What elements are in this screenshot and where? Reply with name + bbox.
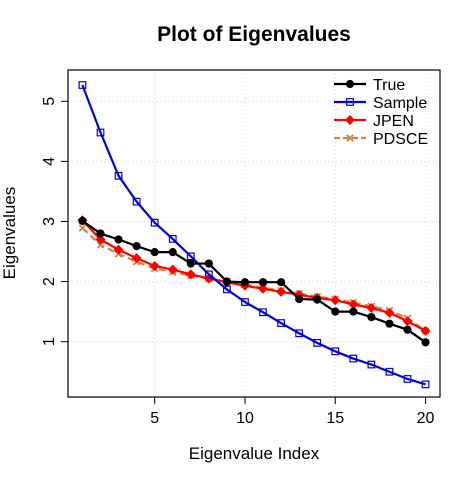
data-point-true (114, 235, 123, 244)
data-point-jpen (113, 244, 124, 255)
data-point-true (168, 248, 177, 257)
legend-item-sample: Sample (334, 95, 427, 112)
data-point-jpen (420, 325, 431, 336)
data-point-sample (168, 235, 177, 243)
legend-marker-true (345, 79, 355, 89)
x-tick-label: 5 (150, 410, 159, 427)
data-point-true (313, 295, 322, 304)
x-axis-label: Eigenvalue Index (189, 444, 320, 463)
data-point-jpen (330, 295, 341, 306)
data-point-jpen (384, 307, 395, 318)
series-line-true (81, 219, 427, 344)
legend-marker-jpen (344, 114, 356, 126)
data-point-true (96, 229, 105, 238)
data-point-sample (204, 270, 213, 279)
chart-title: Plot of Eigenvalues (157, 23, 351, 46)
data-point-sample (421, 380, 430, 389)
data-point-true (240, 278, 250, 287)
data-point-jpen (348, 299, 359, 310)
data-point-sample (331, 347, 340, 356)
y-axis-label: Eigenvalues (0, 187, 19, 280)
data-point-sample (313, 339, 322, 347)
data-point-sample (114, 171, 123, 180)
legend-item-pdsce: PDSCE (334, 131, 428, 148)
data-point-sample (349, 354, 358, 363)
data-point-true (421, 338, 430, 347)
data-point-true (78, 216, 87, 225)
legend-label-pdsce: PDSCE (373, 131, 428, 148)
series-jpen (77, 215, 431, 336)
x-tick-label: 20 (417, 410, 435, 427)
data-point-true (222, 277, 232, 286)
data-point-true (385, 319, 394, 328)
y-tick-label: 1 (41, 337, 58, 346)
y-tick-label: 3 (41, 217, 58, 226)
data-point-sample (403, 375, 412, 383)
plot-area-frame (67, 69, 441, 398)
data-point-sample (259, 308, 267, 317)
data-point-sample (241, 298, 249, 306)
data-point-true (258, 278, 268, 287)
legend-label-sample: Sample (373, 95, 427, 112)
data-point-true (367, 312, 376, 322)
data-point-jpen (167, 264, 178, 275)
data-point-pdsce (96, 241, 105, 249)
legend-marker-pdsce (346, 134, 354, 142)
legend-label-true: True (373, 77, 405, 94)
data-point-sample (150, 218, 159, 227)
series-layer (77, 81, 431, 389)
data-point-true (331, 307, 340, 316)
data-point-sample (96, 128, 105, 137)
data-point-jpen (131, 253, 142, 264)
data-point-pdsce (78, 224, 87, 232)
data-point-sample (295, 329, 304, 338)
legend-item-true: True (334, 77, 405, 94)
data-point-sample (385, 367, 394, 376)
data-point-true (276, 278, 286, 287)
data-point-jpen (149, 260, 160, 271)
legend-marker-sample (346, 98, 354, 106)
data-point-true (204, 259, 213, 268)
data-point-true (150, 248, 159, 257)
data-point-sample (78, 81, 87, 89)
data-point-sample (367, 360, 376, 369)
data-point-jpen (185, 269, 196, 280)
series-sample (78, 81, 430, 389)
data-point-jpen (366, 303, 377, 314)
y-tick-label: 5 (41, 97, 58, 106)
legend-label-jpen: JPEN (373, 113, 414, 130)
legend-item-jpen: JPEN (334, 113, 414, 130)
data-point-true (295, 294, 304, 304)
data-point-true (186, 259, 195, 268)
series-true (78, 216, 430, 347)
data-point-sample (132, 197, 141, 206)
data-point-true (132, 242, 141, 251)
data-point-jpen (258, 283, 269, 294)
data-point-sample (223, 285, 231, 294)
y-tick-label: 4 (41, 157, 58, 166)
x-tick-label: 10 (236, 410, 254, 427)
y-tick-label: 2 (41, 277, 58, 286)
data-point-true (349, 307, 358, 316)
data-point-jpen (95, 234, 106, 245)
data-point-true (403, 325, 412, 334)
data-point-sample (277, 319, 285, 327)
series-line-pdsce (81, 227, 427, 332)
axes: 5 10 15 20 1 2 3 4 5 (41, 97, 435, 427)
x-tick-label: 15 (326, 410, 344, 427)
data-point-jpen (276, 286, 287, 297)
data-point-jpen (402, 316, 413, 327)
